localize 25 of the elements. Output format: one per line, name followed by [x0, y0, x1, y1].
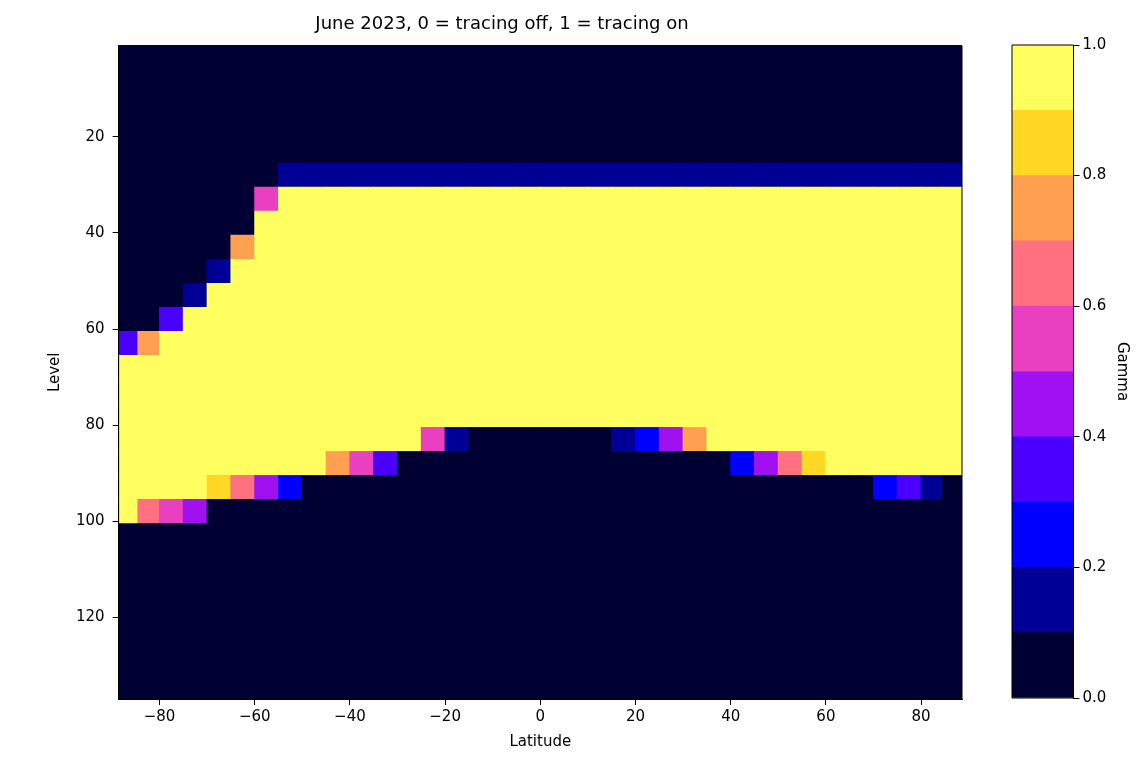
color-bar-label: 0.2	[1082, 557, 1107, 576]
y-tick-label: 20	[85, 126, 105, 145]
color-bar-title: Gamma	[1114, 341, 1133, 402]
x-tick-label: 60	[816, 706, 836, 725]
chart-title: June 2023, 0 = tracing off, 1 = tracing on	[314, 12, 689, 34]
x-tick-label: 80	[911, 706, 931, 725]
y-tick-label: 80	[85, 415, 105, 434]
color-bar-label: 0.0	[1082, 687, 1107, 706]
y-tick-label: 100	[75, 511, 105, 530]
x-tick-label: −60	[238, 706, 271, 725]
color-bar-label: 1.0	[1082, 34, 1107, 53]
color-bar-label: 0.4	[1082, 426, 1107, 445]
x-tick-label: 40	[721, 706, 741, 725]
y-tick-label: 60	[85, 318, 105, 337]
x-axis-title: Latitude	[509, 731, 572, 750]
color-bar-label: 0.8	[1082, 165, 1107, 184]
y-axis-title: Level	[44, 352, 63, 393]
color-bar-label: 0.6	[1082, 296, 1107, 315]
x-tick-label: 0	[535, 706, 546, 725]
x-tick-label: −40	[334, 706, 366, 725]
x-tick-label: −80	[143, 706, 176, 725]
y-tick-label: 40	[85, 222, 105, 241]
x-tick-label: 20	[625, 706, 646, 725]
y-tick-label: 120	[75, 607, 105, 626]
x-tick-label: −20	[429, 706, 461, 725]
